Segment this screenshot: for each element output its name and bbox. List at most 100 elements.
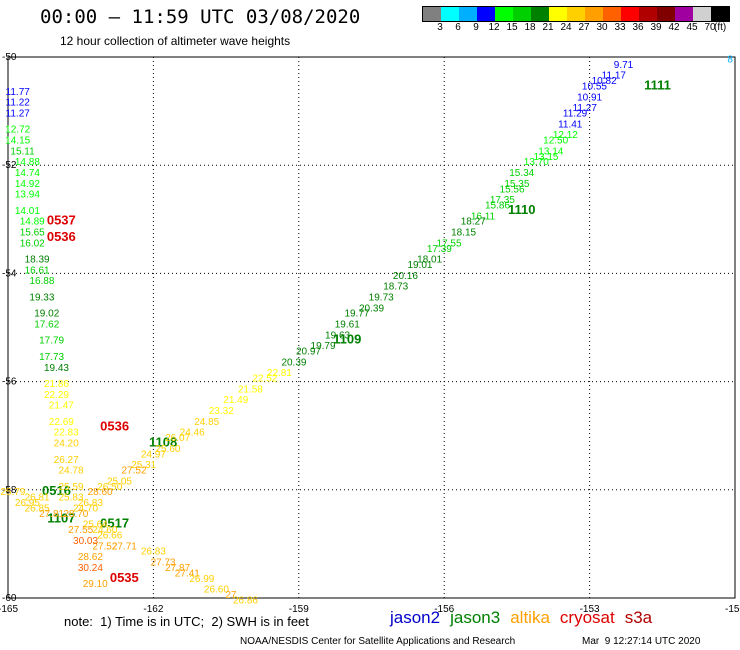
footer-note: note: 1) Time is in UTC; 2) SWH is in fe… xyxy=(64,614,309,629)
wave-height-label: 27.55 xyxy=(68,525,93,536)
wave-height-label: 16.61 xyxy=(25,265,50,276)
wave-height-label: 8 xyxy=(727,54,733,65)
colorbar-swatch xyxy=(531,7,549,21)
wave-height-label: 29.10 xyxy=(83,579,108,590)
y-tick-label: -60 xyxy=(2,593,17,604)
legend-entry-jason2: jason2 xyxy=(390,608,441,627)
wave-height-label: 27.87 xyxy=(165,563,190,574)
wave-height-label: 27.81 xyxy=(39,509,64,520)
colorbar-swatch xyxy=(441,7,459,21)
wave-height-label: 16.02 xyxy=(20,238,45,249)
wave-height-label: 20.39 xyxy=(359,303,384,314)
wave-height-label: 19.33 xyxy=(29,292,54,303)
wave-height-label: 11.27 xyxy=(6,109,31,120)
wave-height-label: 19.61 xyxy=(335,320,360,331)
wave-height-label: 24.78 xyxy=(58,466,83,477)
colorbar-tick-label: 27 xyxy=(578,22,590,33)
wave-height-label: 26.81 xyxy=(25,493,50,504)
wave-height-label: 11.77 xyxy=(6,87,31,98)
colorbar-tick-label: 12 xyxy=(488,22,500,33)
colorbar-swatch xyxy=(459,7,477,21)
colorbar-swatch xyxy=(711,7,729,21)
wave-height-label: 27.71 xyxy=(112,541,137,552)
wave-height-label: 13.94 xyxy=(15,190,40,201)
wave-height-label: 17.39 xyxy=(427,244,452,255)
colorbar-tick-label: 39 xyxy=(650,22,662,33)
wave-height-label: 10.91 xyxy=(577,92,602,103)
colorbar-swatch xyxy=(639,7,657,21)
wave-height-label: 30.03 xyxy=(73,536,98,547)
wave-height-label: 24.85 xyxy=(194,417,219,428)
wave-height-label: 25.05 xyxy=(107,476,132,487)
y-tick-label: -52 xyxy=(2,160,17,171)
wave-height-label: 20.39 xyxy=(281,357,306,368)
wave-height-label: 30.24 xyxy=(78,563,103,574)
wave-height-label: 14.92 xyxy=(15,179,40,190)
colorbar-tick-label: 36 xyxy=(632,22,644,33)
wave-height-label: 11.22 xyxy=(6,98,31,109)
wave-height-label: 26.07 xyxy=(165,433,190,444)
colorbar-swatch xyxy=(621,7,639,21)
x-tick-label: -150 xyxy=(725,604,740,615)
wave-height-label: 19.73 xyxy=(369,292,394,303)
wave-height-label: 9.71 xyxy=(614,60,634,71)
wave-height-label: 16.88 xyxy=(29,276,54,287)
wave-height-label: 22.52 xyxy=(252,374,277,385)
wave-height-label: 21.58 xyxy=(238,384,263,395)
wave-height-label: 17.73 xyxy=(39,352,64,363)
wave-height-label: 19.43 xyxy=(44,363,69,374)
colorbar-labels: 3 6 9 12 15 18 21 24 27 30 33 36 39 42 45 70 xyxy=(422,22,728,34)
wave-height-label: 13.15 xyxy=(533,152,558,163)
legend-entry-jason3: jason3 xyxy=(450,608,501,627)
wave-height-label: 26.27 xyxy=(54,455,79,466)
wave-height-label: 25.83 xyxy=(58,493,83,504)
wave-height-label: 26.83 xyxy=(141,547,166,558)
credit-line: NOAA/NESDIS Center for Satellite Applica… xyxy=(240,636,516,647)
legend-entry-s3a: s3a xyxy=(624,608,653,627)
wave-height-label: 12.50 xyxy=(543,136,568,147)
colorbar-swatch xyxy=(603,7,621,21)
wave-height-label: 15.35 xyxy=(504,179,529,190)
y-tick-label: -54 xyxy=(2,268,17,279)
wave-height-label: 18.01 xyxy=(417,255,442,266)
wave-height-label: 12.72 xyxy=(5,125,30,136)
colorbar-tick-label: 15 xyxy=(506,22,518,33)
wave-height-label: 24.60 xyxy=(92,525,117,536)
colorbar-swatch xyxy=(567,7,585,21)
pass-label: 0536 xyxy=(47,229,76,244)
wave-height-label: 27.41 xyxy=(175,568,200,579)
colorbar-swatch xyxy=(549,7,567,21)
colorbar-swatch xyxy=(423,7,441,21)
wave-height-label: 22.29 xyxy=(44,390,69,401)
colorbar-tick-label: 3 xyxy=(437,22,443,33)
wave-height-label: 15.86 xyxy=(485,200,510,211)
pass-label: 0516 xyxy=(42,483,71,498)
pass-label: 0517 xyxy=(100,516,129,531)
wave-height-label: 19.02 xyxy=(34,309,59,320)
wave-height-label: 17.62 xyxy=(34,320,59,331)
wave-height-label: 20.16 xyxy=(393,271,418,282)
wave-height-label: 26.85 xyxy=(25,503,50,514)
wave-height-label: 18.39 xyxy=(25,255,50,266)
y-tick-label: -50 xyxy=(2,52,17,63)
wave-height-label: 20.97 xyxy=(296,347,321,358)
colorbar-tick-label: 24 xyxy=(560,22,572,33)
wave-height-label: 17.55 xyxy=(437,238,462,249)
legend-entry-cryosat: cryosat xyxy=(559,608,615,627)
x-tick-label: -153 xyxy=(580,604,600,615)
wave-height-label: 13.14 xyxy=(538,146,563,157)
colorbar xyxy=(422,6,730,22)
colorbar-tick-label: 42 xyxy=(668,22,680,33)
wave-height-label: 11.41 xyxy=(558,119,583,130)
colorbar-tick-label: 18 xyxy=(524,22,536,33)
colorbar-tick-label: 30 xyxy=(596,22,608,33)
wave-height-label: 22.69 xyxy=(49,417,74,428)
wave-height-label: 24.46 xyxy=(180,428,205,439)
wave-height-label: 25.59 xyxy=(58,482,83,493)
wave-height-label: 26.99 xyxy=(189,574,214,585)
wave-height-label: 17.79 xyxy=(39,336,64,347)
wave-height-label: 28.60 xyxy=(88,487,113,498)
pass-label: 0537 xyxy=(47,213,76,228)
